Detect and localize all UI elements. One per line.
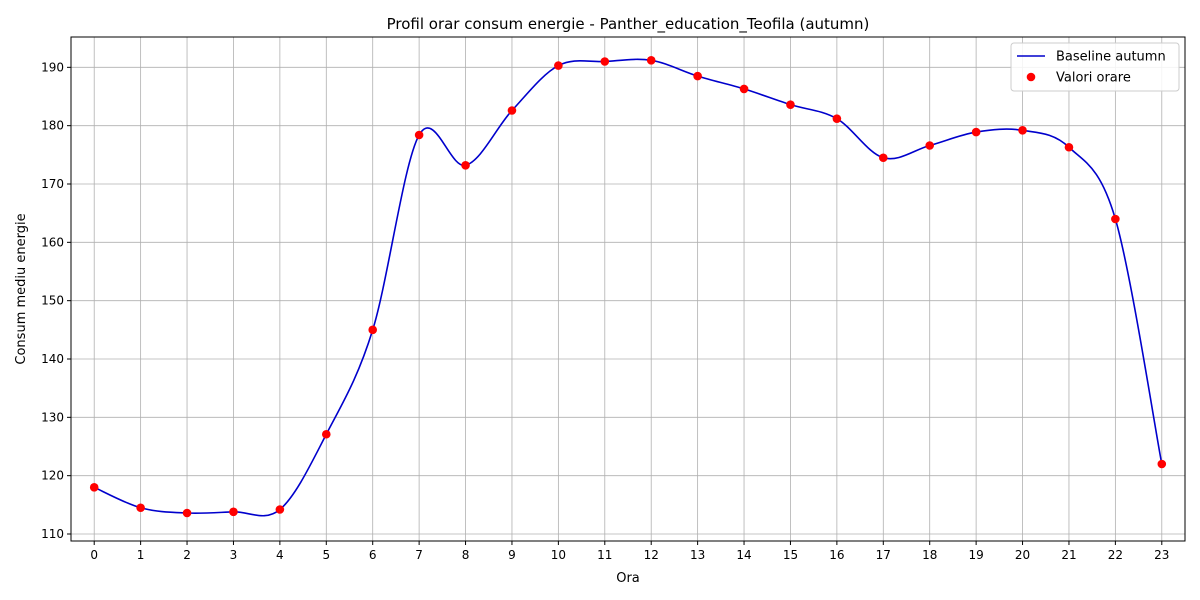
x-tick-label: 23 xyxy=(1154,548,1169,562)
scatter-point xyxy=(275,505,285,514)
y-tick-label: 130 xyxy=(41,410,64,424)
legend-marker-swatch xyxy=(1026,72,1036,82)
x-tick-label: 11 xyxy=(597,548,612,562)
scatter-point xyxy=(600,57,610,66)
x-tick-label: 5 xyxy=(322,548,330,562)
x-tick-label: 1 xyxy=(137,548,145,562)
x-tick-label: 12 xyxy=(644,548,659,562)
scatter-point xyxy=(321,429,331,439)
scatter-point xyxy=(507,106,517,115)
y-tick-label: 170 xyxy=(41,177,64,191)
plot-frame xyxy=(70,36,1186,542)
grid xyxy=(71,37,1185,541)
scatter-point xyxy=(878,153,888,163)
scatter-point xyxy=(368,325,378,335)
axes-ticks: 0 1 2 3 4 5 6 7 8 9 10 11 12 13 14 15 16 17 18 19 20 21 22 2311… xyxy=(41,60,1169,562)
scatter-point xyxy=(554,61,563,70)
y-tick-label: 160 xyxy=(41,235,64,249)
x-tick-label: 2 xyxy=(183,548,191,562)
y-tick-label: 120 xyxy=(41,469,64,483)
y-tick-label: 180 xyxy=(41,119,64,133)
scatter-point xyxy=(739,84,749,94)
scatter-point xyxy=(89,483,99,492)
x-tick-label: 3 xyxy=(230,548,238,562)
x-tick-label: 19 xyxy=(968,548,983,562)
legend-box xyxy=(1010,42,1180,92)
scatter-point xyxy=(461,161,470,170)
scatter-point xyxy=(229,507,238,517)
x-tick-label: 15 xyxy=(783,548,798,562)
y-axis-label: Consum mediu energie xyxy=(14,213,29,364)
plot-area xyxy=(89,56,1167,518)
x-tick-label: 4 xyxy=(276,548,284,562)
scatter-point xyxy=(136,503,145,513)
scatter-point xyxy=(1018,126,1027,135)
legend-label-scatter: Valori orare xyxy=(1056,71,1131,86)
x-axis-label: Ora xyxy=(616,571,640,586)
x-tick-label: 9 xyxy=(508,548,516,562)
x-tick-label: 21 xyxy=(1061,548,1076,562)
x-tick-label: 17 xyxy=(876,548,891,562)
y-tick-label: 110 xyxy=(41,527,64,541)
scatter-point xyxy=(646,56,656,65)
scatter-point xyxy=(1111,214,1120,224)
legend: Baseline autumn Valori orare xyxy=(1010,42,1180,92)
scatter-point xyxy=(414,130,424,140)
x-tick-label: 20 xyxy=(1015,548,1030,562)
scatter-point xyxy=(1064,142,1074,152)
scatter-point xyxy=(925,141,935,150)
x-tick-label: 10 xyxy=(551,548,566,562)
x-tick-label: 13 xyxy=(690,548,705,562)
scatter-point xyxy=(1157,459,1167,469)
x-tick-label: 8 xyxy=(462,548,470,562)
y-tick-label: 190 xyxy=(41,60,64,74)
scatter-point xyxy=(182,508,192,518)
x-tick-label: 18 xyxy=(922,548,937,562)
scatter-point xyxy=(786,100,795,109)
chart-title: Profil orar consum energie - Panther_edu… xyxy=(387,15,870,34)
y-tick-label: 140 xyxy=(41,352,64,366)
legend-label-baseline: Baseline autumn xyxy=(1056,50,1166,65)
y-tick-label: 150 xyxy=(41,294,64,308)
x-tick-label: 22 xyxy=(1108,548,1123,562)
scatter-point xyxy=(971,127,981,137)
x-tick-label: 0 xyxy=(90,548,98,562)
x-tick-label: 7 xyxy=(415,548,423,562)
scatter-point xyxy=(832,114,842,123)
x-tick-label: 16 xyxy=(829,548,844,562)
x-tick-label: 14 xyxy=(736,548,751,562)
scatter-point xyxy=(693,71,702,81)
x-tick-label: 6 xyxy=(369,548,377,562)
